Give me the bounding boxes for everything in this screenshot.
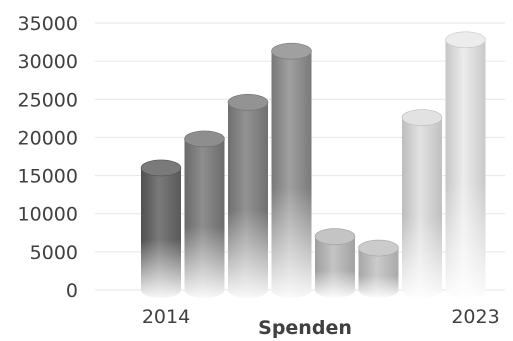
- y-tick-label: 15000: [18, 166, 78, 188]
- bar: [358, 239, 399, 298]
- y-tick-label: 0: [66, 280, 78, 302]
- x-axis-title: Spenden: [258, 317, 352, 339]
- y-tick-label: 25000: [18, 89, 78, 111]
- y-tick-label: 35000: [18, 13, 78, 35]
- x-tick-label: 2023: [451, 306, 499, 328]
- bar: [401, 109, 443, 298]
- bar: [271, 42, 312, 299]
- y-tick-label: 30000: [18, 51, 78, 73]
- y-tick-label: 10000: [18, 204, 78, 226]
- bar: [445, 31, 486, 298]
- x-tick-label: 2014: [142, 306, 190, 328]
- bars: [140, 31, 486, 299]
- x-axis-ticks: 2014 2023: [142, 306, 500, 328]
- y-axis-ticks: 0 5000 10000 15000 20000 25000 30000 35000: [18, 13, 78, 302]
- y-tick-label: 5000: [30, 242, 78, 264]
- bar: [314, 228, 356, 298]
- bar: [184, 130, 225, 298]
- y-tick-label: 20000: [18, 127, 78, 149]
- bar: [227, 94, 269, 298]
- bar: [140, 159, 182, 298]
